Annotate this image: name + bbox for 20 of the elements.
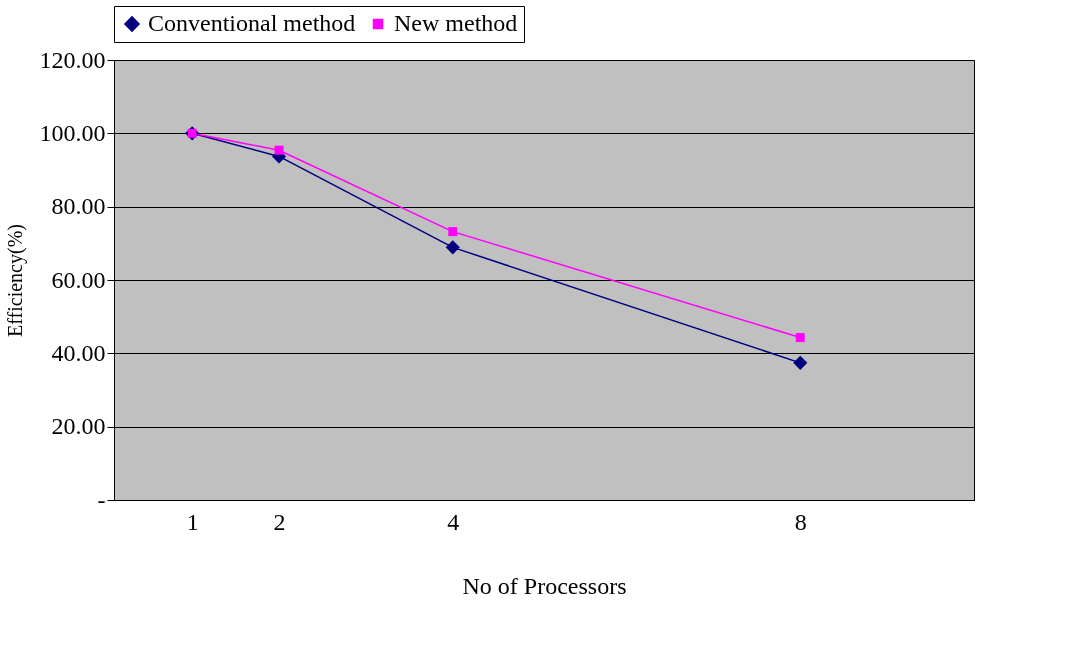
point: [793, 355, 808, 370]
legend-label: Conventional method: [148, 10, 356, 36]
point: [795, 333, 805, 343]
y-tick-label: -: [97, 486, 106, 513]
x-axis-title: No of Processors: [462, 572, 627, 599]
y-tick-label: 20.00: [51, 413, 106, 440]
x-tick-label: 1: [186, 508, 199, 535]
x-tick-label: 8: [794, 508, 807, 535]
point: [448, 227, 458, 237]
y-tick-label: 40.00: [51, 339, 106, 366]
point: [274, 145, 284, 155]
point: [445, 240, 460, 255]
y-tick-label: 60.00: [51, 266, 106, 293]
y-axis-title: Efficiency(%): [3, 224, 27, 337]
x-tick-label: 4: [447, 508, 460, 535]
y-tick-label: 80.00: [51, 193, 106, 220]
y-tick-label: 120.00: [39, 46, 106, 73]
legend-label: New method: [394, 10, 518, 36]
y-tick-label: 100.00: [39, 119, 106, 146]
x-tick-label: 2: [273, 508, 286, 535]
